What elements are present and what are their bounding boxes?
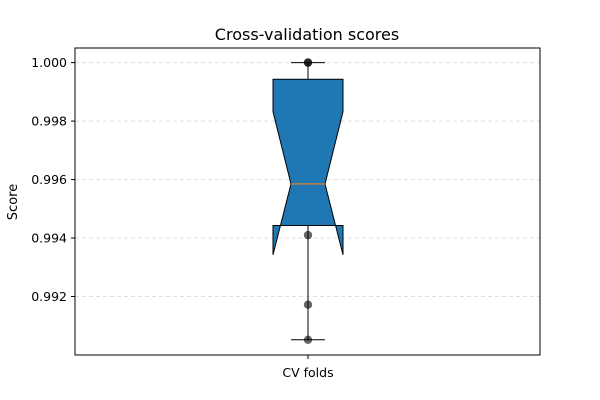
- axes-layer: 0.992 0.994 0.996 0.998 1.000 CV folds: [31, 47, 541, 380]
- y-tick-label-3: 0.998: [31, 114, 67, 129]
- box-layer: [272, 62, 344, 341]
- data-point-1: [303, 58, 313, 67]
- y-tick-label-1: 0.994: [31, 231, 67, 246]
- data-point-2: [303, 230, 313, 240]
- data-point-3: [303, 300, 313, 309]
- points-layer: [303, 58, 313, 344]
- data-point-4: [303, 335, 313, 344]
- y-axis-label: Score: [6, 184, 21, 220]
- y-tick-label-4: 1.000: [31, 55, 67, 70]
- chart-title: Cross-validation scores: [215, 25, 399, 44]
- x-tick-label-0: CV folds: [282, 365, 333, 380]
- y-tick-label-0: 0.992: [31, 289, 67, 304]
- notched-box: [272, 78, 344, 255]
- y-tick-label-2: 0.996: [31, 172, 67, 187]
